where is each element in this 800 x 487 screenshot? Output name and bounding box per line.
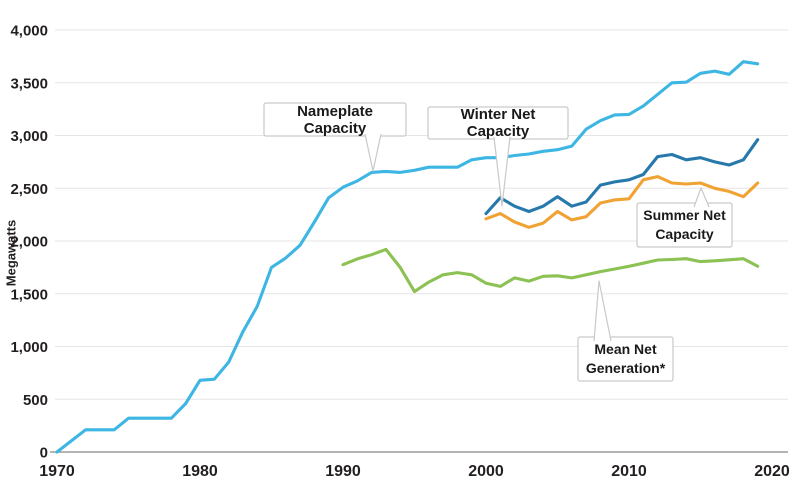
summer-callout-box [636,202,733,248]
x-tick-label: 2000 [468,463,504,480]
winter-callout-pointer [493,136,511,207]
x-tick-label: 2010 [611,463,647,480]
mean-callout-box [577,336,674,382]
x-tick-label: 2020 [754,463,790,480]
y-tick-label: 1,500 [10,286,48,303]
mean-callout-pointer [593,280,612,342]
y-tick-label: 2,000 [10,234,48,251]
y-tick-label: 4,000 [10,23,48,40]
series-line-summer-net-capacity [484,175,760,229]
series-line-nameplate-capacity [55,60,760,454]
series-line-winter-net-capacity [484,138,760,216]
summer-callout-pointer [693,187,710,208]
x-tick-label: 1980 [182,463,218,480]
y-axis-title: Megawatts [3,219,19,287]
series-line-mean-net-generation [341,247,760,294]
winter-callout-box [427,106,569,140]
x-tick-label: 1970 [39,463,75,480]
x-tick-label: 1990 [325,463,361,480]
nameplate-callout-pointer [364,133,382,172]
y-tick-label: 3,000 [10,128,48,145]
nameplate-callout-box [263,102,407,137]
y-tick-label: 0 [40,445,48,462]
y-tick-label: 1,000 [10,339,48,356]
y-tick-label: 500 [23,392,48,409]
y-tick-label: 3,500 [10,75,48,92]
y-tick-label: 2,500 [10,181,48,198]
